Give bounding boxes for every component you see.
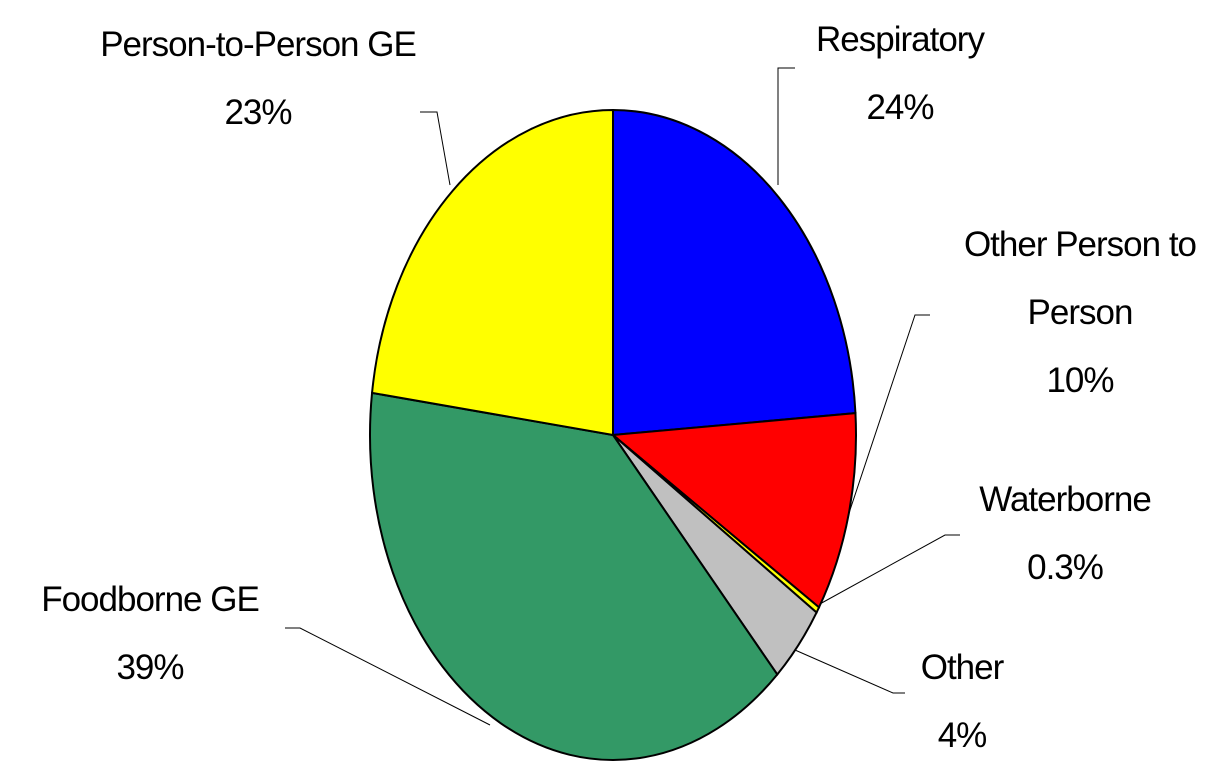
category-label: Respiratory bbox=[816, 20, 985, 59]
slice-label: Person-to-Person GE 23% bbox=[98, 11, 418, 147]
leader-line bbox=[819, 314, 930, 601]
category-label: Other bbox=[920, 648, 1005, 687]
leader-line bbox=[817, 534, 960, 606]
pie-slice bbox=[612, 108, 857, 437]
pie-slice bbox=[610, 412, 857, 609]
value-label: 4% bbox=[937, 716, 988, 755]
value-label: 39% bbox=[116, 648, 184, 687]
category-label: Waterborne bbox=[979, 480, 1152, 519]
category-label: Person-to-Person GE bbox=[100, 25, 417, 64]
pie-slice bbox=[369, 391, 779, 761]
pie-slice bbox=[370, 108, 614, 437]
leader-lines bbox=[285, 67, 960, 726]
slice-label: Other Person to Person 10% bbox=[930, 211, 1226, 415]
leader-line bbox=[420, 111, 451, 186]
category-label: Foodborne GE bbox=[41, 580, 260, 619]
leader-line bbox=[794, 649, 905, 694]
leader-line bbox=[285, 627, 491, 726]
slice-label: Waterborne 0.3% bbox=[935, 466, 1195, 602]
value-label: 24% bbox=[866, 88, 934, 127]
category-label: Other Person to Person bbox=[963, 225, 1197, 332]
value-label: 10% bbox=[1046, 361, 1114, 400]
leader-line bbox=[777, 67, 795, 185]
value-label: 0.3% bbox=[1027, 548, 1104, 587]
slice-label: Other 4% bbox=[862, 634, 1062, 770]
slice-label: Respiratory 24% bbox=[750, 6, 1050, 142]
slice-label: Foodborne GE 39% bbox=[0, 566, 300, 702]
value-label: 23% bbox=[224, 93, 292, 132]
